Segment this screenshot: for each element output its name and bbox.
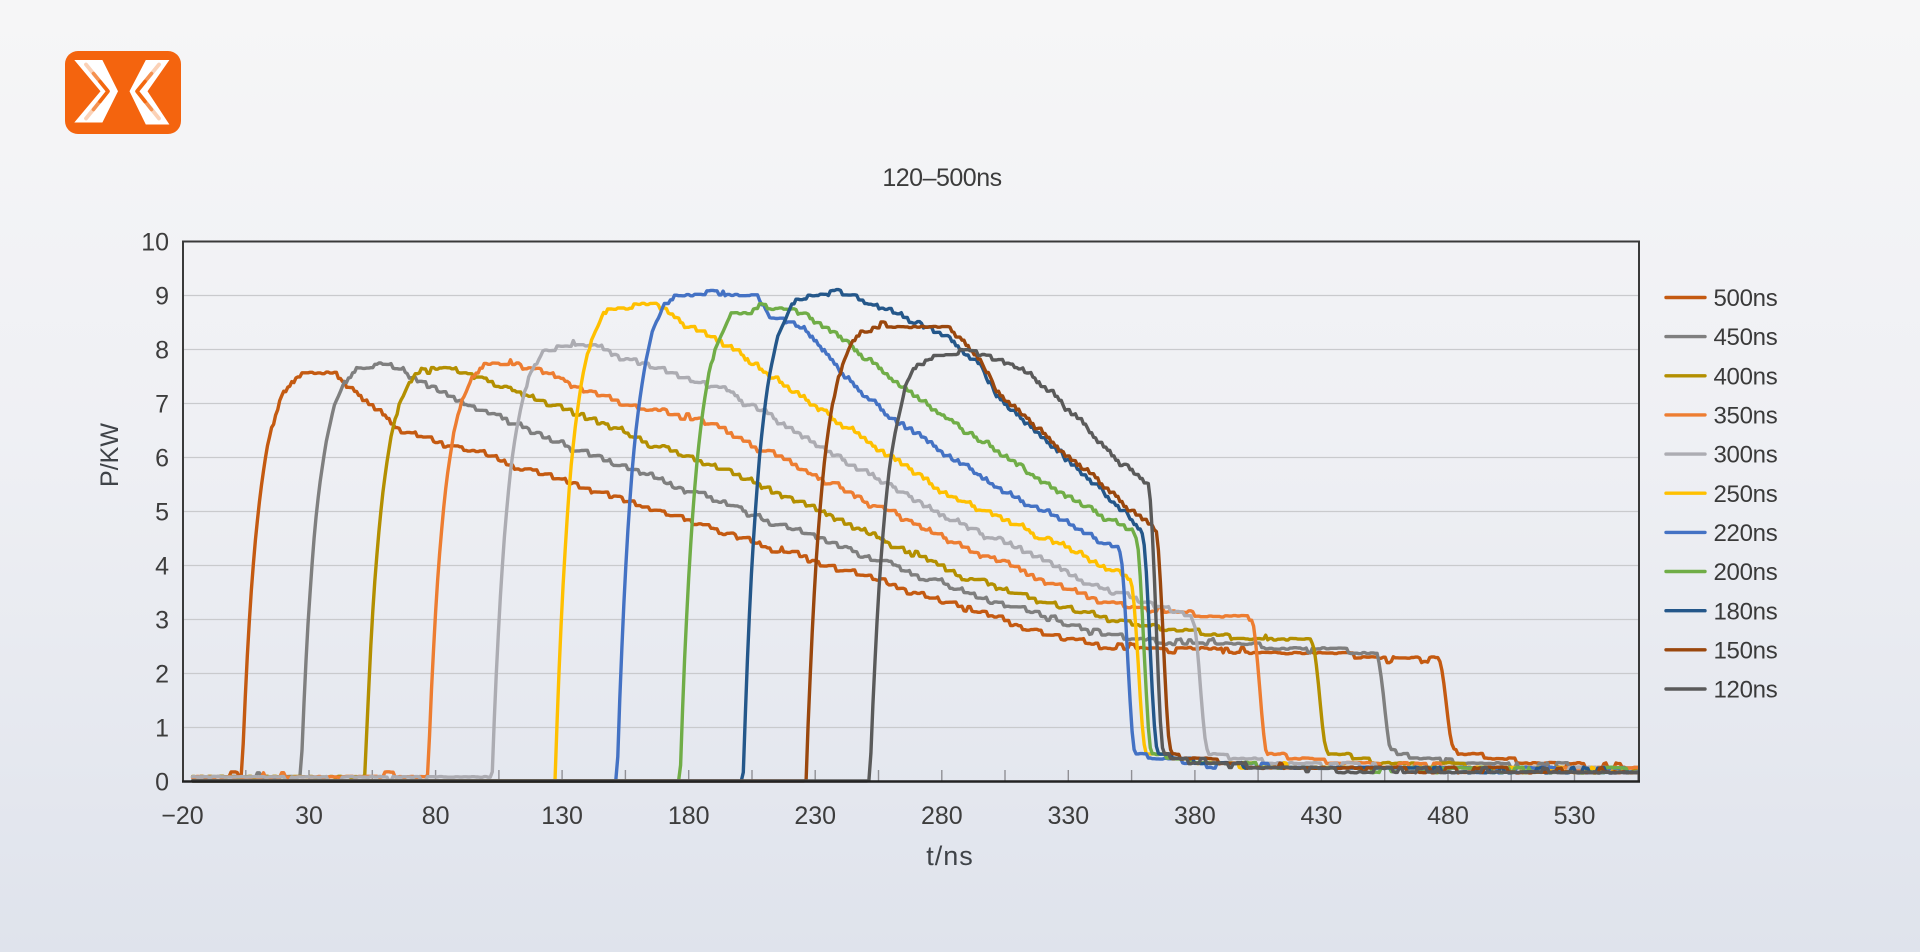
svg-text:80: 80 <box>422 802 450 830</box>
svg-text:4: 4 <box>155 552 169 580</box>
svg-text:P/KW: P/KW <box>96 423 124 487</box>
svg-text:400ns: 400ns <box>1714 363 1778 390</box>
svg-text:6: 6 <box>155 444 169 472</box>
svg-text:2: 2 <box>155 660 169 688</box>
svg-text:430: 430 <box>1301 802 1343 830</box>
svg-text:30: 30 <box>295 802 323 830</box>
svg-text:220ns: 220ns <box>1714 520 1778 547</box>
svg-text:t/ns: t/ns <box>926 841 974 871</box>
svg-text:480: 480 <box>1427 802 1469 830</box>
svg-text:−20: −20 <box>161 802 203 830</box>
svg-text:450ns: 450ns <box>1714 324 1778 351</box>
svg-text:10: 10 <box>141 228 169 256</box>
svg-text:120ns: 120ns <box>1714 677 1778 704</box>
svg-text:280: 280 <box>921 802 963 830</box>
svg-text:330: 330 <box>1047 802 1089 830</box>
svg-text:180: 180 <box>668 802 710 830</box>
svg-text:300ns: 300ns <box>1714 442 1778 469</box>
svg-text:3: 3 <box>155 606 169 634</box>
svg-text:200ns: 200ns <box>1714 559 1778 586</box>
svg-text:530: 530 <box>1554 802 1596 830</box>
svg-text:230: 230 <box>794 802 836 830</box>
svg-text:9: 9 <box>155 282 169 310</box>
svg-text:500ns: 500ns <box>1714 285 1778 312</box>
svg-text:250ns: 250ns <box>1714 481 1778 508</box>
svg-text:5: 5 <box>155 498 169 526</box>
svg-text:380: 380 <box>1174 802 1216 830</box>
svg-text:120–500ns: 120–500ns <box>882 164 1001 192</box>
svg-text:0: 0 <box>155 768 169 796</box>
svg-text:180ns: 180ns <box>1714 598 1778 625</box>
svg-text:130: 130 <box>541 802 583 830</box>
svg-text:1: 1 <box>155 714 169 742</box>
svg-text:350ns: 350ns <box>1714 403 1778 430</box>
svg-text:150ns: 150ns <box>1714 637 1778 664</box>
svg-text:8: 8 <box>155 336 169 364</box>
svg-text:7: 7 <box>155 390 169 418</box>
